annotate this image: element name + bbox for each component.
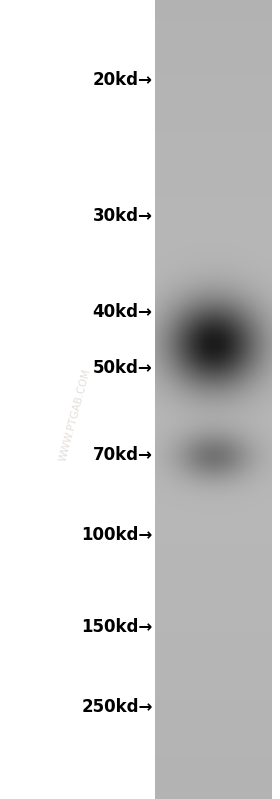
Text: 150kd→: 150kd→ bbox=[81, 618, 153, 636]
Text: 50kd→: 50kd→ bbox=[93, 359, 153, 376]
Text: 40kd→: 40kd→ bbox=[93, 303, 153, 320]
Text: WWW.PTGAB.COM: WWW.PTGAB.COM bbox=[59, 368, 93, 463]
Text: 250kd→: 250kd→ bbox=[81, 698, 153, 716]
Text: 30kd→: 30kd→ bbox=[93, 207, 153, 225]
Text: 100kd→: 100kd→ bbox=[81, 527, 153, 544]
Text: 70kd→: 70kd→ bbox=[93, 447, 153, 464]
Text: 20kd→: 20kd→ bbox=[93, 71, 153, 89]
